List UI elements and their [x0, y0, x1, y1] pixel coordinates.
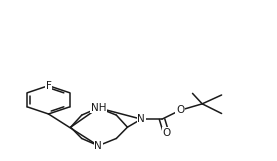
Text: F: F	[45, 81, 52, 91]
Text: O: O	[176, 105, 184, 115]
Text: N: N	[94, 141, 102, 151]
Text: O: O	[162, 128, 170, 138]
Text: NH: NH	[91, 103, 106, 113]
Text: N: N	[137, 114, 145, 124]
